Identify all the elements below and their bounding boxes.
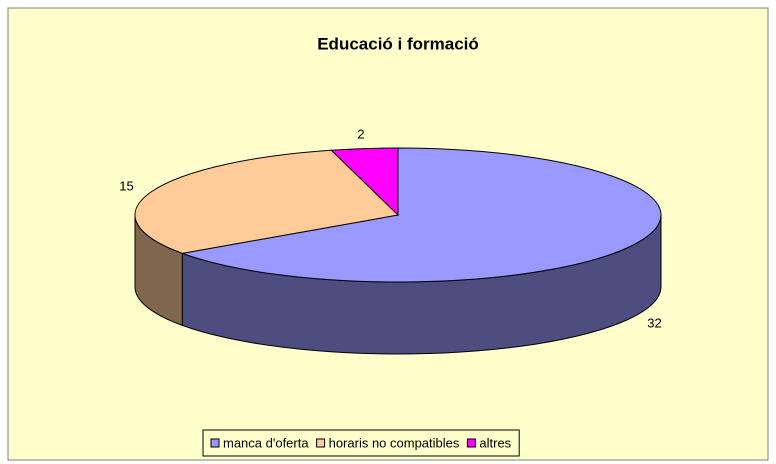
data-label: 2 <box>357 127 364 142</box>
chart-title: Educació i formació <box>317 34 479 53</box>
pie-slice <box>330 147 399 217</box>
legend-swatch <box>210 438 220 448</box>
legend-label: manca d'oferta <box>223 435 309 450</box>
legend-label: altres <box>479 435 511 450</box>
legend-label: horaris no compatibles <box>329 435 460 450</box>
data-label: 32 <box>647 316 661 331</box>
pie-slice <box>134 149 400 254</box>
legend <box>202 429 520 457</box>
data-label: 15 <box>119 179 133 194</box>
legend-swatch <box>466 438 476 448</box>
legend-swatch <box>316 438 326 448</box>
pie-slice <box>180 147 662 283</box>
